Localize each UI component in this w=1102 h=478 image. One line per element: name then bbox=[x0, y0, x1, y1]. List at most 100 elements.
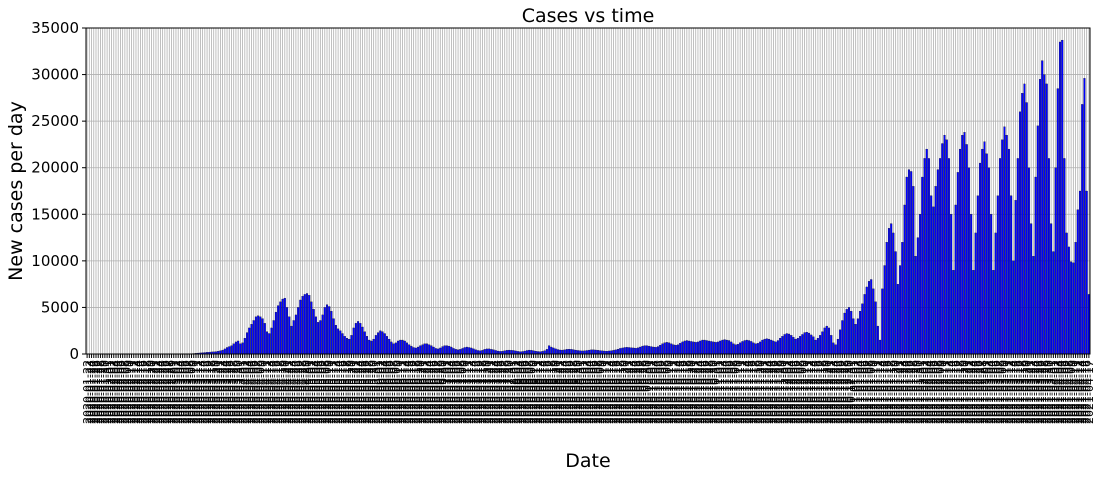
x-tick-label: 2020-09-24 bbox=[628, 360, 641, 424]
x-tick-label: 2020-06-21 bbox=[417, 360, 430, 424]
bar bbox=[972, 270, 975, 355]
bar bbox=[625, 347, 628, 355]
bar bbox=[350, 335, 353, 355]
bar bbox=[748, 340, 751, 355]
x-tick-label: 2021-01-22 bbox=[894, 360, 907, 424]
x-tick-label: 2020-10-30 bbox=[708, 360, 721, 424]
bar bbox=[843, 312, 846, 355]
x-tick-label: 2020-08-06 bbox=[519, 360, 532, 424]
x-tick-label: 2021-02-14 bbox=[945, 360, 958, 424]
bar bbox=[872, 288, 875, 355]
y-tick-label: 20000 bbox=[31, 159, 79, 177]
x-tick-label: 2020-07-06 bbox=[450, 360, 463, 424]
x-tick-label: 2020-02-23 bbox=[152, 360, 165, 424]
bar bbox=[1081, 104, 1084, 355]
x-tick-label: 2020-01-30 bbox=[99, 360, 112, 424]
axes bbox=[85, 27, 1091, 355]
bar bbox=[674, 345, 677, 355]
bar bbox=[728, 340, 731, 355]
bar bbox=[243, 338, 246, 355]
bar bbox=[945, 139, 948, 355]
x-tick-label: 2020-11-15 bbox=[743, 360, 756, 424]
bar bbox=[410, 345, 413, 355]
bar bbox=[610, 350, 613, 355]
x-tick-label: 2020-10-13 bbox=[670, 360, 683, 424]
x-tick-label: 2020-04-14 bbox=[265, 360, 278, 424]
bar bbox=[1085, 190, 1088, 355]
x-tick-label: 2020-05-21 bbox=[348, 360, 361, 424]
x-tick-label: 2020-06-14 bbox=[401, 360, 414, 424]
x-tick-label: 2020-11-03 bbox=[716, 360, 729, 424]
bar bbox=[281, 298, 284, 355]
x-tick-label: 2021-02-25 bbox=[970, 360, 983, 424]
x-tick-label: 2021-01-06 bbox=[859, 360, 872, 424]
x-tick-label: 2021-02-16 bbox=[950, 360, 963, 424]
x-tick-label: 2020-04-19 bbox=[277, 360, 290, 424]
bar bbox=[965, 144, 968, 355]
x-tick-label: 2020-03-13 bbox=[194, 360, 207, 424]
x-tick-label: 2020-12-11 bbox=[801, 360, 814, 424]
x-tick-label: 2020-05-31 bbox=[370, 360, 383, 424]
bar bbox=[852, 318, 855, 355]
bar bbox=[248, 327, 251, 355]
x-tick-label: 2020-04-03 bbox=[241, 360, 254, 424]
x-tick-label: 2020-05-05 bbox=[312, 360, 325, 424]
x-tick-label: 2021-04-12 bbox=[1072, 360, 1085, 424]
x-tick-label: 2021-03-13 bbox=[1005, 360, 1018, 424]
x-tick-label: 2021-04-15 bbox=[1078, 360, 1091, 424]
bar bbox=[352, 327, 355, 355]
x-tick-label: 2021-03-31 bbox=[1045, 360, 1058, 424]
bar bbox=[423, 343, 426, 355]
x-tick-label: 2020-08-31 bbox=[574, 360, 587, 424]
x-tick-label: 2020-07-19 bbox=[479, 360, 492, 424]
bar bbox=[670, 343, 673, 355]
x-tick-label: 2020-05-14 bbox=[332, 360, 345, 424]
x-tick-label: 2020-06-22 bbox=[419, 360, 432, 424]
x-tick-label: 2021-03-10 bbox=[998, 360, 1011, 424]
x-tick-label: 2021-02-22 bbox=[963, 360, 976, 424]
x-tick-label: 2021-02-11 bbox=[939, 360, 952, 424]
x-tick-label: 2021-01-25 bbox=[901, 360, 914, 424]
x-tick-label: 2021-02-01 bbox=[916, 360, 929, 424]
bar bbox=[1030, 223, 1033, 355]
x-tick-label: 2020-06-04 bbox=[379, 360, 392, 424]
bar bbox=[1005, 134, 1008, 355]
bar bbox=[901, 242, 904, 355]
x-tick-label: 2020-05-26 bbox=[359, 360, 372, 424]
bar bbox=[612, 350, 615, 355]
bar bbox=[510, 350, 513, 355]
bar bbox=[810, 334, 813, 355]
x-tick-label: 2020-01-31 bbox=[101, 360, 114, 424]
x-tick-label: 2020-03-09 bbox=[186, 360, 199, 424]
x-tick-label: 2020-07-30 bbox=[503, 360, 516, 424]
bar bbox=[321, 314, 324, 355]
x-tick-label: 2020-11-12 bbox=[736, 360, 749, 424]
x-tick-label: 2020-04-15 bbox=[268, 360, 281, 424]
x-tick-label: 2020-09-29 bbox=[639, 360, 652, 424]
x-tick-label: 2020-03-23 bbox=[217, 360, 230, 424]
bar bbox=[397, 340, 400, 355]
x-tick-label: 2020-09-26 bbox=[632, 360, 645, 424]
bar bbox=[863, 294, 866, 355]
x-tick-label: 2020-02-09 bbox=[121, 360, 134, 424]
x-tick-label: 2020-03-31 bbox=[234, 360, 247, 424]
bar bbox=[885, 242, 888, 355]
x-tick-label: 2020-03-30 bbox=[232, 360, 245, 424]
x-tick-label: 2020-06-24 bbox=[423, 360, 436, 424]
x-tick-label: 2020-11-26 bbox=[767, 360, 780, 424]
x-tick-label: 2020-05-10 bbox=[323, 360, 336, 424]
x-tick-label: 2020-10-15 bbox=[674, 360, 687, 424]
bar bbox=[947, 158, 950, 355]
x-tick-label: 2021-01-29 bbox=[910, 360, 923, 424]
bar bbox=[345, 338, 349, 355]
bar bbox=[752, 342, 755, 355]
x-tick-label: 2021-02-12 bbox=[941, 360, 954, 424]
x-tick-label: 2020-12-15 bbox=[810, 360, 823, 424]
x-tick-label: 2021-01-18 bbox=[885, 360, 898, 424]
x-tick-label: 2021-03-27 bbox=[1036, 360, 1049, 424]
bar bbox=[1078, 190, 1082, 355]
x-tick-label: 2021-02-24 bbox=[967, 360, 980, 424]
bar bbox=[377, 332, 380, 355]
x-tick-label: 2020-03-08 bbox=[183, 360, 196, 424]
bar bbox=[856, 318, 859, 355]
